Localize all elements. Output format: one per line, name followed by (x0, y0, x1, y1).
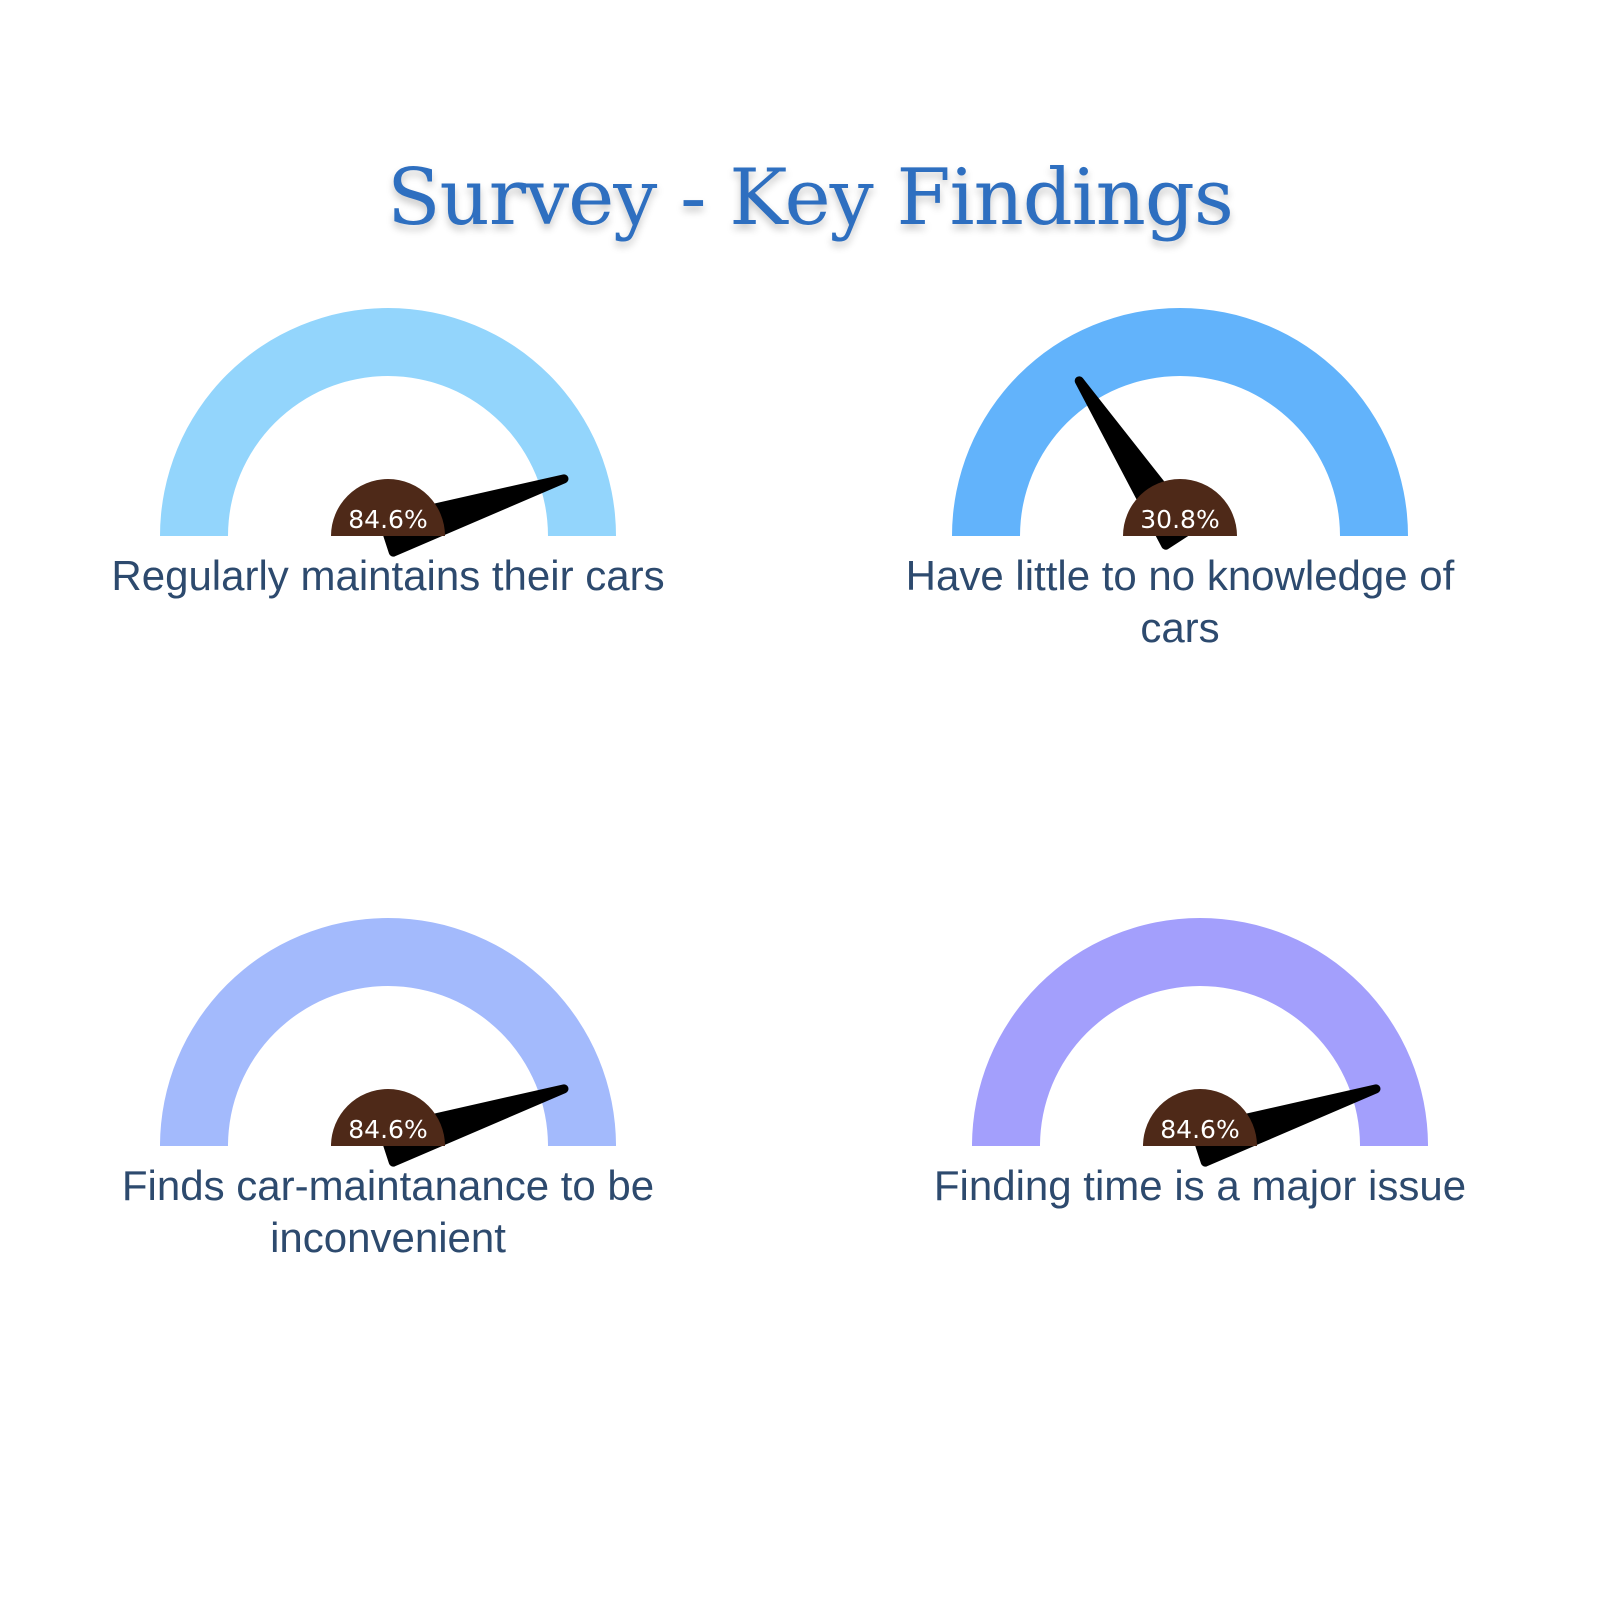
gauge-arc (160, 308, 616, 536)
gauge-caption: Have little to no knowledge of cars (905, 552, 1455, 651)
gauge-value-label: 84.6% (348, 1115, 427, 1144)
gauge-svg: 84.6% (160, 308, 616, 557)
gauge-hub (331, 1089, 445, 1146)
gauge-svg: 84.6% (160, 918, 616, 1167)
gauge-hub (1143, 1089, 1257, 1146)
gauge-caption: Regularly maintains their cars (111, 552, 665, 599)
gauge-svg: 30.8% (952, 308, 1408, 550)
gauge-arc (952, 308, 1408, 536)
gauge-value-label: 84.6% (348, 505, 427, 534)
gauge-hub (1123, 479, 1237, 536)
gauge-svg: 84.6% (972, 918, 1428, 1167)
gauge-value-label: 30.8% (1140, 505, 1219, 534)
gauge-caption: Finding time is a major issue (933, 1162, 1467, 1209)
gauge-arc (972, 918, 1428, 1146)
gauge-little-knowledge: 30.8% Have little to no knowledge of car… (900, 308, 1460, 672)
gauge-value-label: 84.6% (1160, 1115, 1239, 1144)
gauge-arc (160, 918, 616, 1146)
gauge-finding-time: 84.6% Finding time is a major issue (920, 918, 1480, 1282)
gauge-hub (331, 479, 445, 536)
page-title: Survey - Key Findings (387, 153, 1234, 243)
gauge-inconvenient: 84.6% Finds car-maintanance to be inconv… (108, 918, 668, 1282)
gauge-regularly-maintains: 84.6% Regularly maintains their cars (108, 308, 668, 672)
gauge-caption: Finds car-maintanance to be inconvenient (121, 1162, 655, 1261)
